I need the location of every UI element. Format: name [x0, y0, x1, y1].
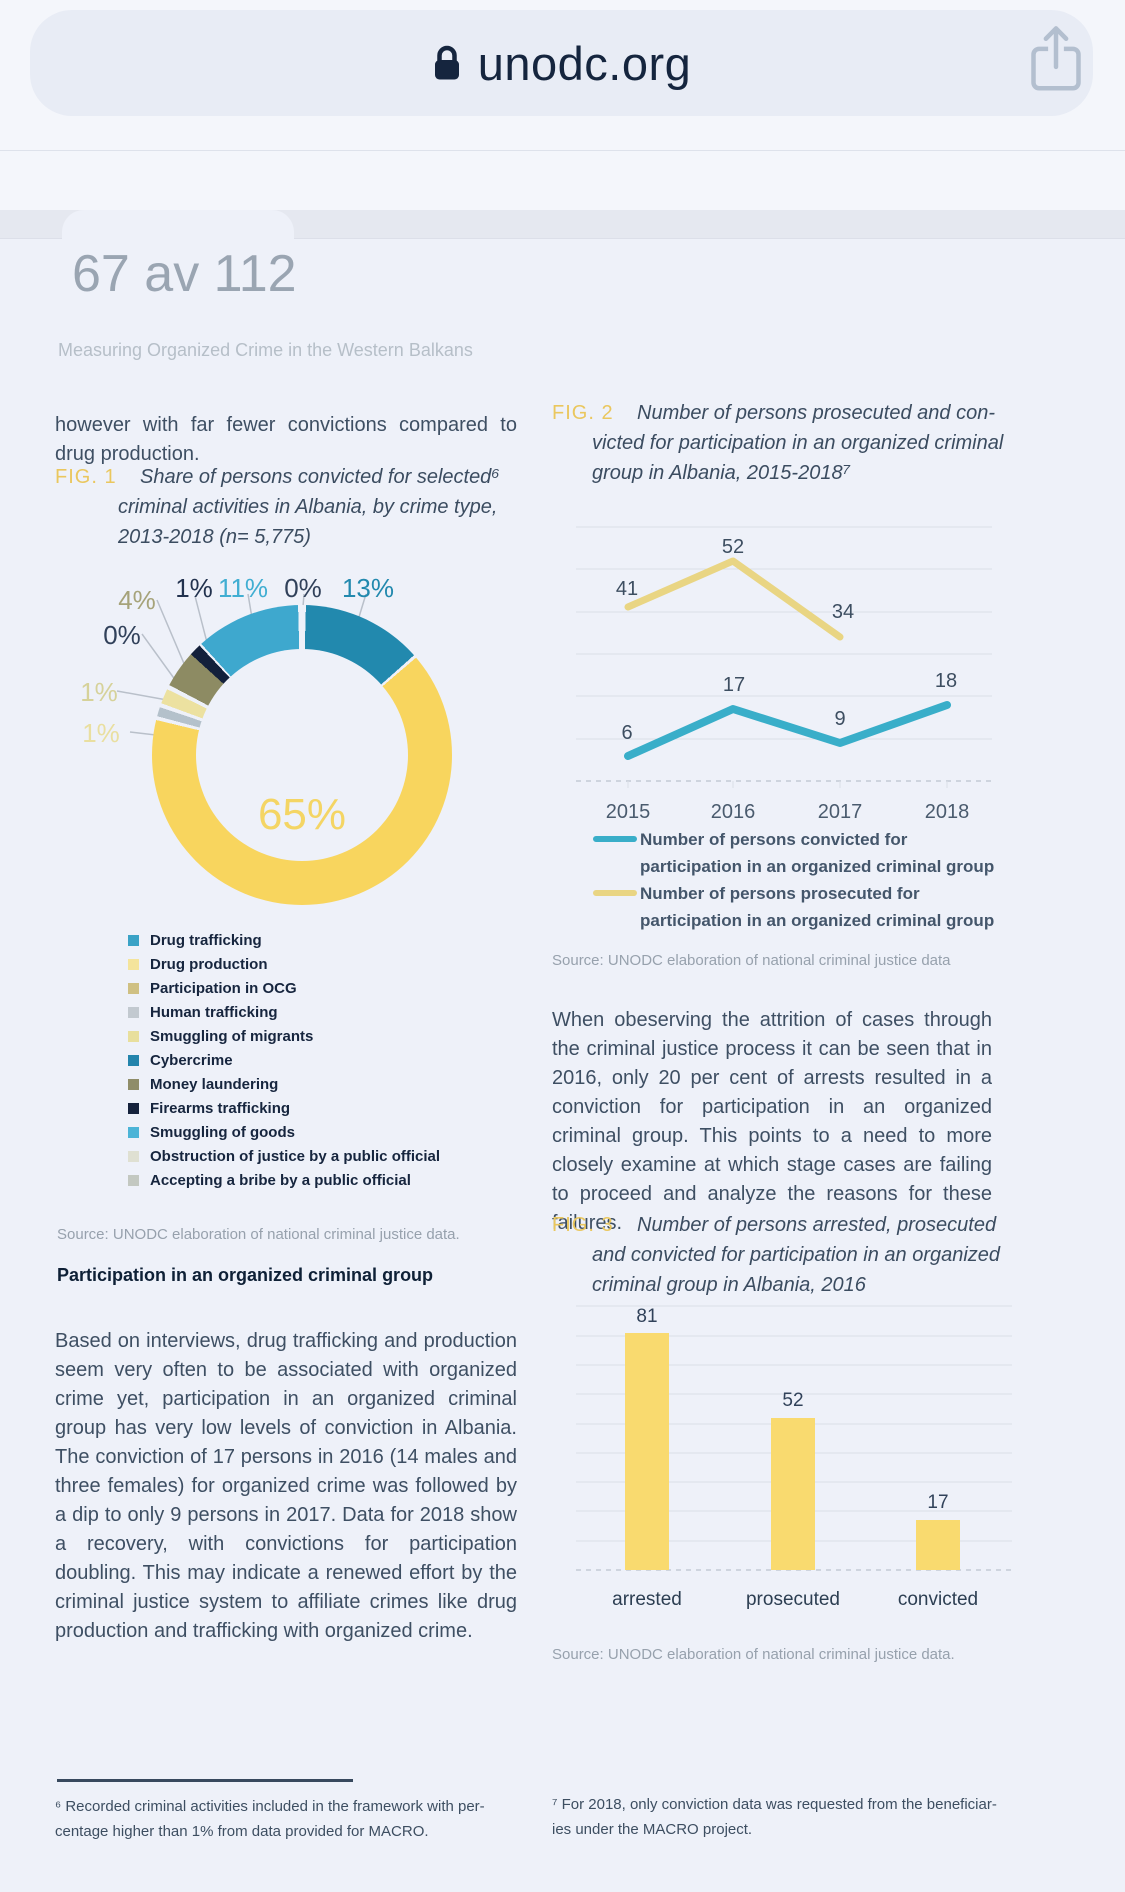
- bar-label-prosecuted: prosecuted: [746, 1589, 840, 1610]
- paragraph-participation: Based on interviews, drug trafficking an…: [55, 1330, 517, 1642]
- legend-line-swatch: [593, 890, 637, 896]
- section-heading: Participation in an organized criminal g…: [57, 1265, 434, 1285]
- donut-callout-cybercrime: 0%: [103, 620, 141, 650]
- fig1-source: Source: UNODC elaboration of national cr…: [57, 1226, 460, 1243]
- page-tab: [62, 210, 294, 252]
- lock-icon: [432, 43, 462, 83]
- legend-item: Obstruction of justice by a public offic…: [128, 1144, 440, 1168]
- donut-callout-money-laundering: 4%: [118, 585, 156, 615]
- bar-label-convicted: convicted: [898, 1589, 978, 1610]
- fig2-caption-text: Number of persons prosecuted and con- vi…: [592, 402, 1004, 484]
- fig2-legend: Number of persons convicted for particip…: [593, 826, 994, 934]
- fig3-label: FIG. 3: [552, 1214, 614, 1236]
- legend-item: Accepting a bribe by a public official: [128, 1168, 440, 1192]
- prosecuted-line: [624, 557, 844, 641]
- paragraph-attrition: When obeserving the attrition of cases t…: [552, 1009, 992, 1234]
- legend-item: Drug production: [128, 952, 440, 976]
- data-label-prosecuted-2016: 52: [722, 536, 744, 558]
- legend-swatch: [128, 934, 139, 946]
- donut-callout-drug-trafficking: 13%: [341, 573, 395, 603]
- url-text: unodc.org: [477, 36, 692, 90]
- legend-swatch: [128, 1054, 139, 1066]
- legend-item: Number of persons prosecuted for partici…: [593, 880, 994, 934]
- data-label-prosecuted-2017: 34: [832, 601, 854, 623]
- data-label-convicted-2018: 18: [935, 670, 957, 692]
- legend-item: Drug trafficking: [128, 928, 440, 952]
- fig2-source: Source: UNODC elaboration of national cr…: [552, 952, 951, 969]
- legend-item: Money laundering: [128, 1072, 440, 1096]
- fig3-caption: FIG. 3 Number of persons arrested, prose…: [552, 1210, 1022, 1300]
- donut-callout-smuggling-migrants: 1%: [80, 677, 118, 707]
- bar-prosecuted: [771, 1418, 815, 1570]
- legend-swatch: [128, 1126, 139, 1138]
- x-tick-2016: 2016: [711, 801, 756, 823]
- fig2-caption: FIG. 2 Number of persons prosecuted and …: [552, 398, 1022, 488]
- fig2-line-chart: 41 52 34 6 17 9 18 2015 2016 2017 2018: [566, 515, 1006, 840]
- fig1-legend: Drug trafficking Drug production Partici…: [128, 928, 440, 1192]
- browser-toolbar: unodc.org: [0, 0, 1125, 151]
- fig1-caption: FIG. 1 Share of persons convicted for se…: [55, 462, 535, 552]
- url-bar[interactable]: unodc.org: [30, 10, 1093, 116]
- legend-item: Cybercrime: [128, 1048, 440, 1072]
- fig3-bar-chart: 81 52 17 arrested prosecuted convicted: [566, 1292, 1026, 1637]
- bar-arrested: [625, 1333, 669, 1570]
- fig1-caption-text: Share of persons convicted for selected⁶…: [118, 466, 500, 548]
- donut-callout-firearms: 1%: [175, 573, 213, 603]
- data-label-prosecuted-2015: 41: [616, 578, 638, 600]
- bar-label-arrested: arrested: [612, 1589, 682, 1610]
- share-icon: [1029, 26, 1083, 97]
- legend-swatch: [128, 1174, 139, 1186]
- fig3-caption-text: Number of persons arrested, prosecuted a…: [592, 1214, 1001, 1296]
- share-button[interactable]: [1029, 24, 1083, 94]
- bar-value-convicted: 17: [927, 1492, 948, 1513]
- data-label-convicted-2017: 9: [834, 708, 845, 730]
- legend-swatch: [128, 1150, 139, 1162]
- legend-swatch: [128, 1102, 139, 1114]
- paragraph-intro: however with far fewer convictions compa…: [55, 414, 517, 465]
- donut-ring: [152, 605, 452, 905]
- legend-line-swatch: [593, 836, 637, 842]
- x-tick-2015: 2015: [606, 801, 651, 823]
- legend-item: Human trafficking: [128, 1000, 440, 1024]
- fig3-source: Source: UNODC elaboration of national cr…: [552, 1646, 955, 1663]
- legend-swatch: [128, 1006, 139, 1018]
- donut-callout-smuggling-goods: 11%: [217, 573, 269, 603]
- donut-callout-obstruction: 0%: [284, 573, 322, 603]
- fig1-donut-chart: 65% 4% 0% 1% 1% 1% 11% 0% 13%: [55, 540, 525, 940]
- legend-swatch: [128, 982, 139, 994]
- legend-swatch: [128, 1030, 139, 1042]
- document-running-header: Measuring Organized Crime in the Western…: [58, 340, 473, 360]
- legend-item: Smuggling of migrants: [128, 1024, 440, 1048]
- legend-item: Smuggling of goods: [128, 1120, 440, 1144]
- convicted-line: [624, 701, 951, 760]
- page-indicator: 67 av 112: [72, 245, 297, 303]
- legend-item: Participation in OCG: [128, 976, 440, 1000]
- legend-swatch: [128, 958, 139, 970]
- legend-item: Number of persons convicted for particip…: [593, 826, 994, 880]
- donut-callout-human-trafficking: 1%: [82, 718, 120, 748]
- fig2-label: FIG. 2: [552, 402, 614, 424]
- footnote-7: ⁷ For 2018, only conviction data was req…: [552, 1796, 997, 1838]
- footnote-6: ⁶ Recorded criminal activities included …: [55, 1798, 485, 1840]
- bar-value-arrested: 81: [636, 1306, 657, 1327]
- fig1-label: FIG. 1: [55, 466, 117, 488]
- footnote-divider: [57, 1779, 353, 1782]
- bar-value-prosecuted: 52: [782, 1390, 803, 1411]
- toolbar-spacer: [0, 151, 1125, 210]
- x-tick-2018: 2018: [925, 801, 970, 823]
- data-label-convicted-2015: 6: [621, 722, 632, 744]
- legend-swatch: [128, 1078, 139, 1090]
- bar-convicted: [916, 1520, 960, 1570]
- legend-item: Firearms trafficking: [128, 1096, 440, 1120]
- donut-center-label: 65%: [257, 790, 347, 839]
- x-tick-2017: 2017: [818, 801, 863, 823]
- data-label-convicted-2016: 17: [723, 674, 745, 696]
